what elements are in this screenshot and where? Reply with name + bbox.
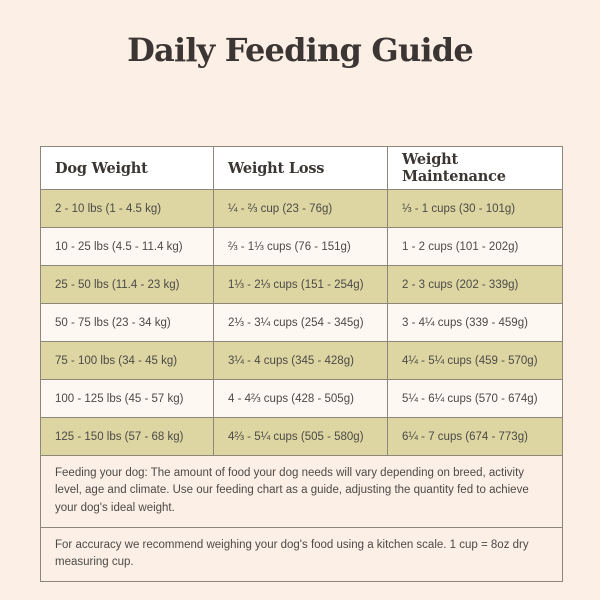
- measuring-accuracy-note: For accuracy we recommend weighing your …: [40, 526, 563, 583]
- note-row: Feeding your dog: The amount of food you…: [40, 455, 563, 528]
- cell-dog-weight: 100 - 125 lbs (45 - 57 kg): [40, 379, 214, 418]
- table-row: 50 - 75 lbs (23 - 34 kg) 2⅓ - 3¼ cups (2…: [40, 303, 563, 342]
- cell-weight-maintenance: 1 - 2 cups (101 - 202g): [387, 227, 563, 266]
- cell-weight-loss: 3¼ - 4 cups (345 - 428g): [213, 341, 388, 380]
- table-row: 75 - 100 lbs (34 - 45 kg) 3¼ - 4 cups (3…: [40, 341, 563, 380]
- note-row: For accuracy we recommend weighing your …: [40, 526, 563, 583]
- cell-weight-maintenance: ⅓ - 1 cups (30 - 101g): [387, 189, 563, 228]
- cell-weight-loss: ⅔ - 1⅓ cups (76 - 151g): [213, 227, 388, 266]
- cell-weight-loss: ¼ - ⅔ cup (23 - 76g): [213, 189, 388, 228]
- cell-dog-weight: 75 - 100 lbs (34 - 45 kg): [40, 341, 214, 380]
- cell-dog-weight: 50 - 75 lbs (23 - 34 kg): [40, 303, 214, 342]
- table-row: 100 - 125 lbs (45 - 57 kg) 4 - 4⅔ cups (…: [40, 379, 563, 418]
- cell-dog-weight: 125 - 150 lbs (57 - 68 kg): [40, 417, 214, 456]
- cell-weight-maintenance: 2 - 3 cups (202 - 339g): [387, 265, 563, 304]
- cell-weight-maintenance: 6¼ - 7 cups (674 - 773g): [387, 417, 563, 456]
- cell-weight-loss: 4⅔ - 5¼ cups (505 - 580g): [213, 417, 388, 456]
- column-header-dog-weight: Dog Weight: [40, 146, 214, 190]
- cell-dog-weight: 25 - 50 lbs (11.4 - 23 kg): [40, 265, 214, 304]
- cell-weight-loss: 2⅓ - 3¼ cups (254 - 345g): [213, 303, 388, 342]
- feeding-guide-table: Dog Weight Weight Loss Weight Maintenanc…: [40, 146, 563, 583]
- table-row: 2 - 10 lbs (1 - 4.5 kg) ¼ - ⅔ cup (23 - …: [40, 189, 563, 228]
- table-row: 25 - 50 lbs (11.4 - 23 kg) 1⅓ - 2⅓ cups …: [40, 265, 563, 304]
- feeding-advice-note: Feeding your dog: The amount of food you…: [40, 455, 563, 528]
- cell-dog-weight: 10 - 25 lbs (4.5 - 11.4 kg): [40, 227, 214, 266]
- cell-weight-maintenance: 4¼ - 5¼ cups (459 - 570g): [387, 341, 563, 380]
- header-row: Dog Weight Weight Loss Weight Maintenanc…: [40, 146, 563, 190]
- cell-dog-weight: 2 - 10 lbs (1 - 4.5 kg): [40, 189, 214, 228]
- cell-weight-maintenance: 3 - 4¼ cups (339 - 459g): [387, 303, 563, 342]
- table-row: 10 - 25 lbs (4.5 - 11.4 kg) ⅔ - 1⅓ cups …: [40, 227, 563, 266]
- table-row: 125 - 150 lbs (57 - 68 kg) 4⅔ - 5¼ cups …: [40, 417, 563, 456]
- column-header-weight-maintenance: Weight Maintenance: [387, 146, 563, 190]
- page-title: Daily Feeding Guide: [127, 31, 474, 69]
- cell-weight-maintenance: 5¼ - 6¼ cups (570 - 674g): [387, 379, 563, 418]
- cell-weight-loss: 4 - 4⅔ cups (428 - 505g): [213, 379, 388, 418]
- column-header-weight-loss: Weight Loss: [213, 146, 388, 190]
- cell-weight-loss: 1⅓ - 2⅓ cups (151 - 254g): [213, 265, 388, 304]
